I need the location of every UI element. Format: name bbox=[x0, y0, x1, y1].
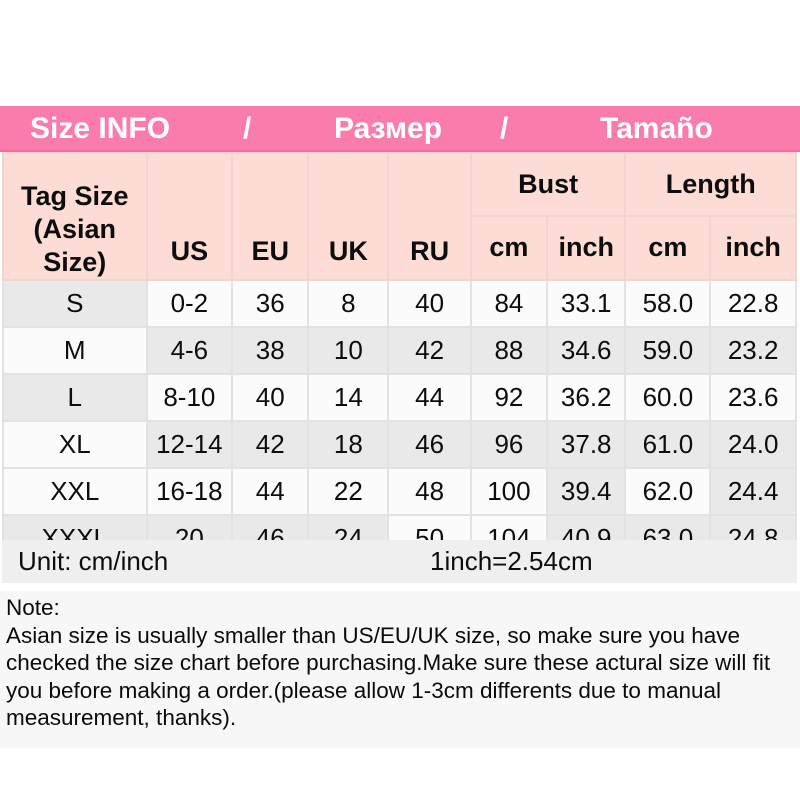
col-header-us: US bbox=[145, 152, 234, 281]
table-cell: 100 bbox=[469, 466, 548, 516]
unit-label: Unit: cm/inch bbox=[18, 546, 169, 576]
banner-separator: / bbox=[500, 112, 509, 145]
table-cell: 40 bbox=[387, 278, 472, 328]
table-cell: 42 bbox=[387, 325, 472, 375]
table-cell: 22.8 bbox=[709, 278, 797, 328]
table-cell: 0-2 bbox=[145, 278, 234, 328]
size-label: L bbox=[2, 372, 148, 422]
col-header-uk: UK bbox=[307, 152, 390, 281]
table-row-xxl: XXL 16-18 44 22 48 100 39.4 62.0 24.4 bbox=[2, 466, 797, 516]
table-cell: 24.0 bbox=[709, 419, 797, 469]
col-header-bust: Bust bbox=[469, 152, 627, 217]
table-cell: 23.6 bbox=[709, 372, 797, 422]
table-cell: 96 bbox=[469, 419, 548, 469]
table-row-xl: XL 12-14 42 18 46 96 37.8 61.0 24.0 bbox=[2, 419, 797, 469]
table-cell: 18 bbox=[307, 419, 390, 469]
table-cell: 4-6 bbox=[145, 325, 234, 375]
col-header-length-inch: inch bbox=[709, 214, 797, 281]
size-chart-table: Tag Size (Asian Size) US EU UK RU Bust L… bbox=[2, 152, 797, 563]
banner-title-es: Tamaño bbox=[600, 112, 713, 145]
table-cell: 84 bbox=[469, 278, 548, 328]
table-cell: 24.4 bbox=[709, 466, 797, 516]
table-cell: 40 bbox=[231, 372, 310, 422]
table-cell: 34.6 bbox=[545, 325, 627, 375]
table-cell: 22 bbox=[307, 466, 390, 516]
col-header-eu: EU bbox=[231, 152, 310, 281]
table-cell: 33.1 bbox=[545, 278, 627, 328]
table-cell: 36 bbox=[231, 278, 310, 328]
table-cell: 48 bbox=[387, 466, 472, 516]
size-label: XL bbox=[2, 419, 148, 469]
note-body: Asian size is usually smaller than US/EU… bbox=[6, 622, 771, 731]
table-cell: 8 bbox=[307, 278, 390, 328]
table-cell: 62.0 bbox=[624, 466, 712, 516]
table-cell: 44 bbox=[231, 466, 310, 516]
table-cell: 8-10 bbox=[145, 372, 234, 422]
col-header-bust-inch: inch bbox=[545, 214, 627, 281]
table-cell: 58.0 bbox=[624, 278, 712, 328]
table-cell: 46 bbox=[387, 419, 472, 469]
col-header-length: Length bbox=[624, 152, 797, 217]
table-row-s: S 0-2 36 8 40 84 33.1 58.0 22.8 bbox=[2, 278, 797, 328]
table-cell: 61.0 bbox=[624, 419, 712, 469]
tag-size-line2: (Asian Size) bbox=[33, 213, 117, 277]
table-row-m: M 4-6 38 10 42 88 34.6 59.0 23.2 bbox=[2, 325, 797, 375]
col-header-length-cm: cm bbox=[624, 214, 712, 281]
tag-size-line1: Tag Size bbox=[21, 181, 129, 211]
table-cell: 23.2 bbox=[709, 325, 797, 375]
table-cell: 14 bbox=[307, 372, 390, 422]
size-label: M bbox=[2, 325, 148, 375]
table-cell: 39.4 bbox=[545, 466, 627, 516]
note-title: Note: bbox=[6, 595, 60, 620]
table-cell: 36.2 bbox=[545, 372, 627, 422]
col-header-ru: RU bbox=[387, 152, 472, 281]
unit-strip: Unit: cm/inch 1inch=2.54cm bbox=[2, 540, 797, 583]
table-cell: 92 bbox=[469, 372, 548, 422]
table-cell: 88 bbox=[469, 325, 548, 375]
table-cell: 42 bbox=[231, 419, 310, 469]
banner-title-en: Size INFO bbox=[30, 112, 171, 145]
banner-title-ru: Размер bbox=[334, 112, 443, 145]
table-cell: 12-14 bbox=[145, 419, 234, 469]
col-header-bust-cm: cm bbox=[469, 214, 548, 281]
table-cell: 10 bbox=[307, 325, 390, 375]
conversion-label: 1inch=2.54cm bbox=[430, 546, 593, 576]
table-row-l: L 8-10 40 14 44 92 36.2 60.0 23.6 bbox=[2, 372, 797, 422]
table-cell: 59.0 bbox=[624, 325, 712, 375]
col-header-tag-size: Tag Size (Asian Size) bbox=[2, 152, 148, 281]
banner-separator: / bbox=[243, 112, 252, 145]
table-cell: 44 bbox=[387, 372, 472, 422]
table-cell: 37.8 bbox=[545, 419, 627, 469]
note-section: Note: Asian size is usually smaller than… bbox=[0, 591, 800, 748]
size-info-banner: Size INFO / Размер / Tamaño bbox=[0, 106, 800, 152]
table-cell: 16-18 bbox=[145, 466, 234, 516]
table-cell: 38 bbox=[231, 325, 310, 375]
size-label: XXL bbox=[2, 466, 148, 516]
size-label: S bbox=[2, 278, 148, 328]
table-cell: 60.0 bbox=[624, 372, 712, 422]
